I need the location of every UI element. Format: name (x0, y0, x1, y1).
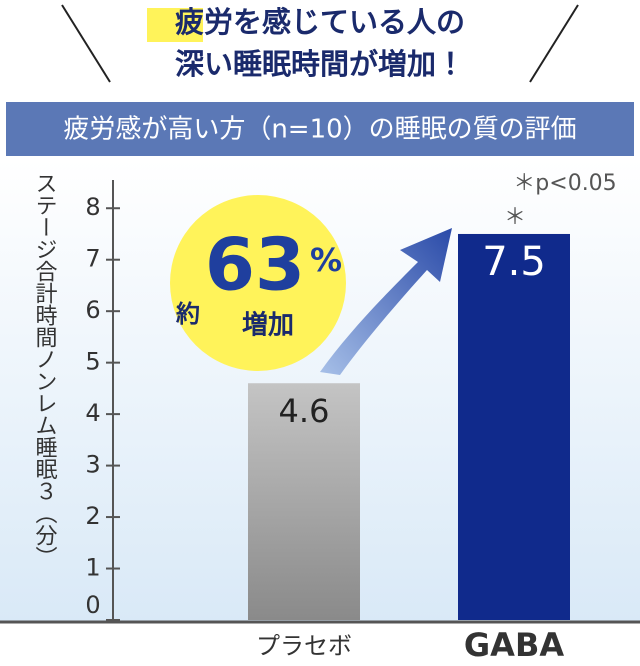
highlight (147, 8, 203, 42)
y-tick-label: 7 (85, 245, 100, 273)
y-tick-label: 2 (85, 502, 100, 530)
x-tick-label: GABA (464, 626, 564, 664)
y-tick-label: 0 (85, 591, 100, 619)
y-tick-label: 1 (85, 554, 100, 582)
y-tick-label: 4 (85, 399, 100, 427)
subtitle: 疲労感が高い方（n=10）の睡眠の質の評価 (63, 115, 576, 145)
x-tick-label: プラセボ (256, 632, 352, 660)
value-label: 4.6 (279, 392, 330, 430)
title-rest: を感じている人の (233, 5, 465, 39)
y-tick-label: 3 (85, 451, 100, 479)
callout-text: 増加 (242, 311, 294, 341)
title-highlight: 疲労 (175, 5, 233, 39)
significance-note: ＊p<0.05 (513, 171, 616, 196)
y-tick-label: 8 (85, 193, 100, 221)
chart-title: 深い睡眠時間が増加！ (175, 47, 465, 81)
decoration (529, 4, 579, 83)
bar (458, 233, 570, 620)
y-tick-label: 6 (85, 296, 100, 324)
decoration (61, 4, 111, 83)
significance-star: ＊ (504, 205, 526, 230)
callout-circle (170, 195, 346, 371)
callout-number: 63 (205, 223, 305, 307)
subtitle-band (6, 102, 634, 156)
value-label: 7.5 (482, 239, 546, 285)
y-tick-label: 5 (85, 348, 100, 376)
bar (248, 383, 360, 620)
y-axis-label: ステージ合計時間ノンレム睡眠３（分） (32, 172, 58, 568)
callout-unit: % (310, 241, 342, 279)
arrow (320, 228, 452, 375)
chart-title: 疲労を感じている人の (175, 5, 465, 39)
callout-text: 約 (175, 300, 200, 328)
